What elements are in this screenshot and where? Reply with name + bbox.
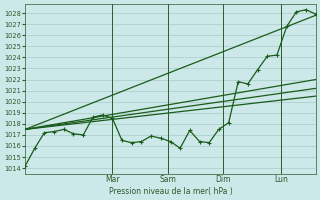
X-axis label: Pression niveau de la mer( hPa ): Pression niveau de la mer( hPa ) — [109, 187, 232, 196]
